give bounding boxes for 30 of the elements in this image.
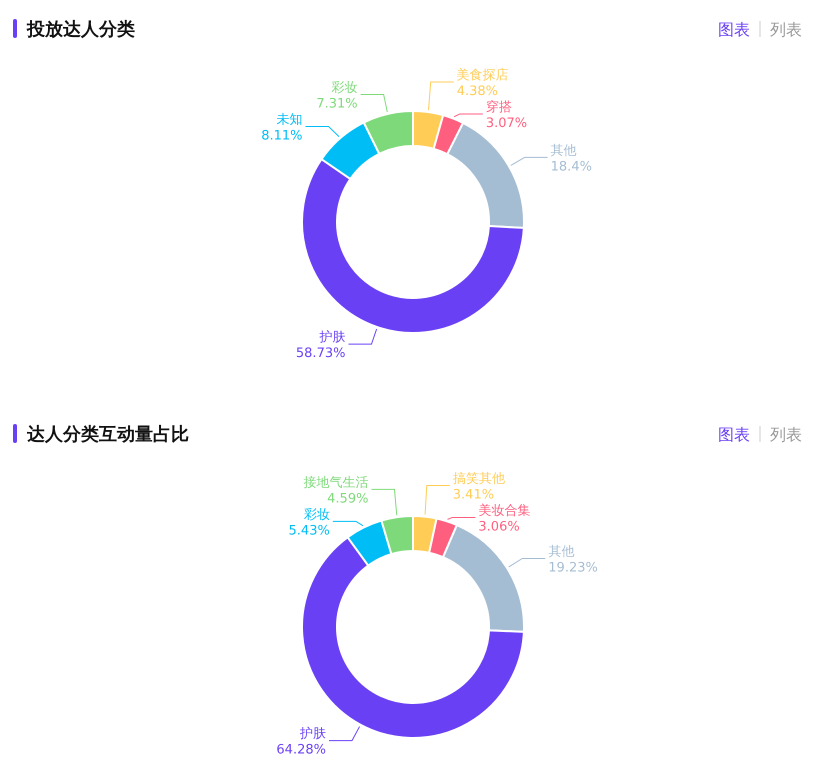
text: 投放达人分类 <box>26 19 135 40</box>
slice-label: 搞笑其他 <box>452 471 505 486</box>
data-label: 4.59% <box>327 491 368 506</box>
data-label: 8.11% <box>261 128 303 144</box>
slice-label: 彩妆 <box>304 507 330 522</box>
data-label: 3.06% <box>478 519 520 534</box>
data-label: 7.31% <box>316 96 358 112</box>
slice-label: 未知 <box>276 112 303 128</box>
slice-label: 彩妆 <box>332 80 358 96</box>
slice-label: 其他 <box>550 143 577 158</box>
slice-label: 接地气生活 <box>303 475 368 490</box>
slice-label: 其他 <box>548 544 574 560</box>
data-label: 64.28% <box>276 742 326 758</box>
data-label: 3.07% <box>486 116 528 132</box>
data-label: 58.73% <box>296 346 346 362</box>
data-label: 5.43% <box>288 523 330 538</box>
text: 列表 <box>770 20 802 39</box>
data-label: 19.23% <box>548 560 598 576</box>
text: 达人分类互动量占比 <box>26 424 189 445</box>
text: 图表 <box>718 20 750 39</box>
slice-label: 美食探店 <box>456 67 509 84</box>
data-label: 4.38% <box>456 84 498 100</box>
data-label: 3.41% <box>452 487 494 502</box>
text: 图表 <box>718 425 750 444</box>
data-label: 18.4% <box>550 159 592 174</box>
slice-label: 护肤 <box>298 726 326 742</box>
slice-label: 护肤 <box>318 330 346 346</box>
slice-label: 穿搭 <box>486 100 512 116</box>
text: 列表 <box>770 425 802 444</box>
slice-label: 美妆合集 <box>478 502 530 518</box>
